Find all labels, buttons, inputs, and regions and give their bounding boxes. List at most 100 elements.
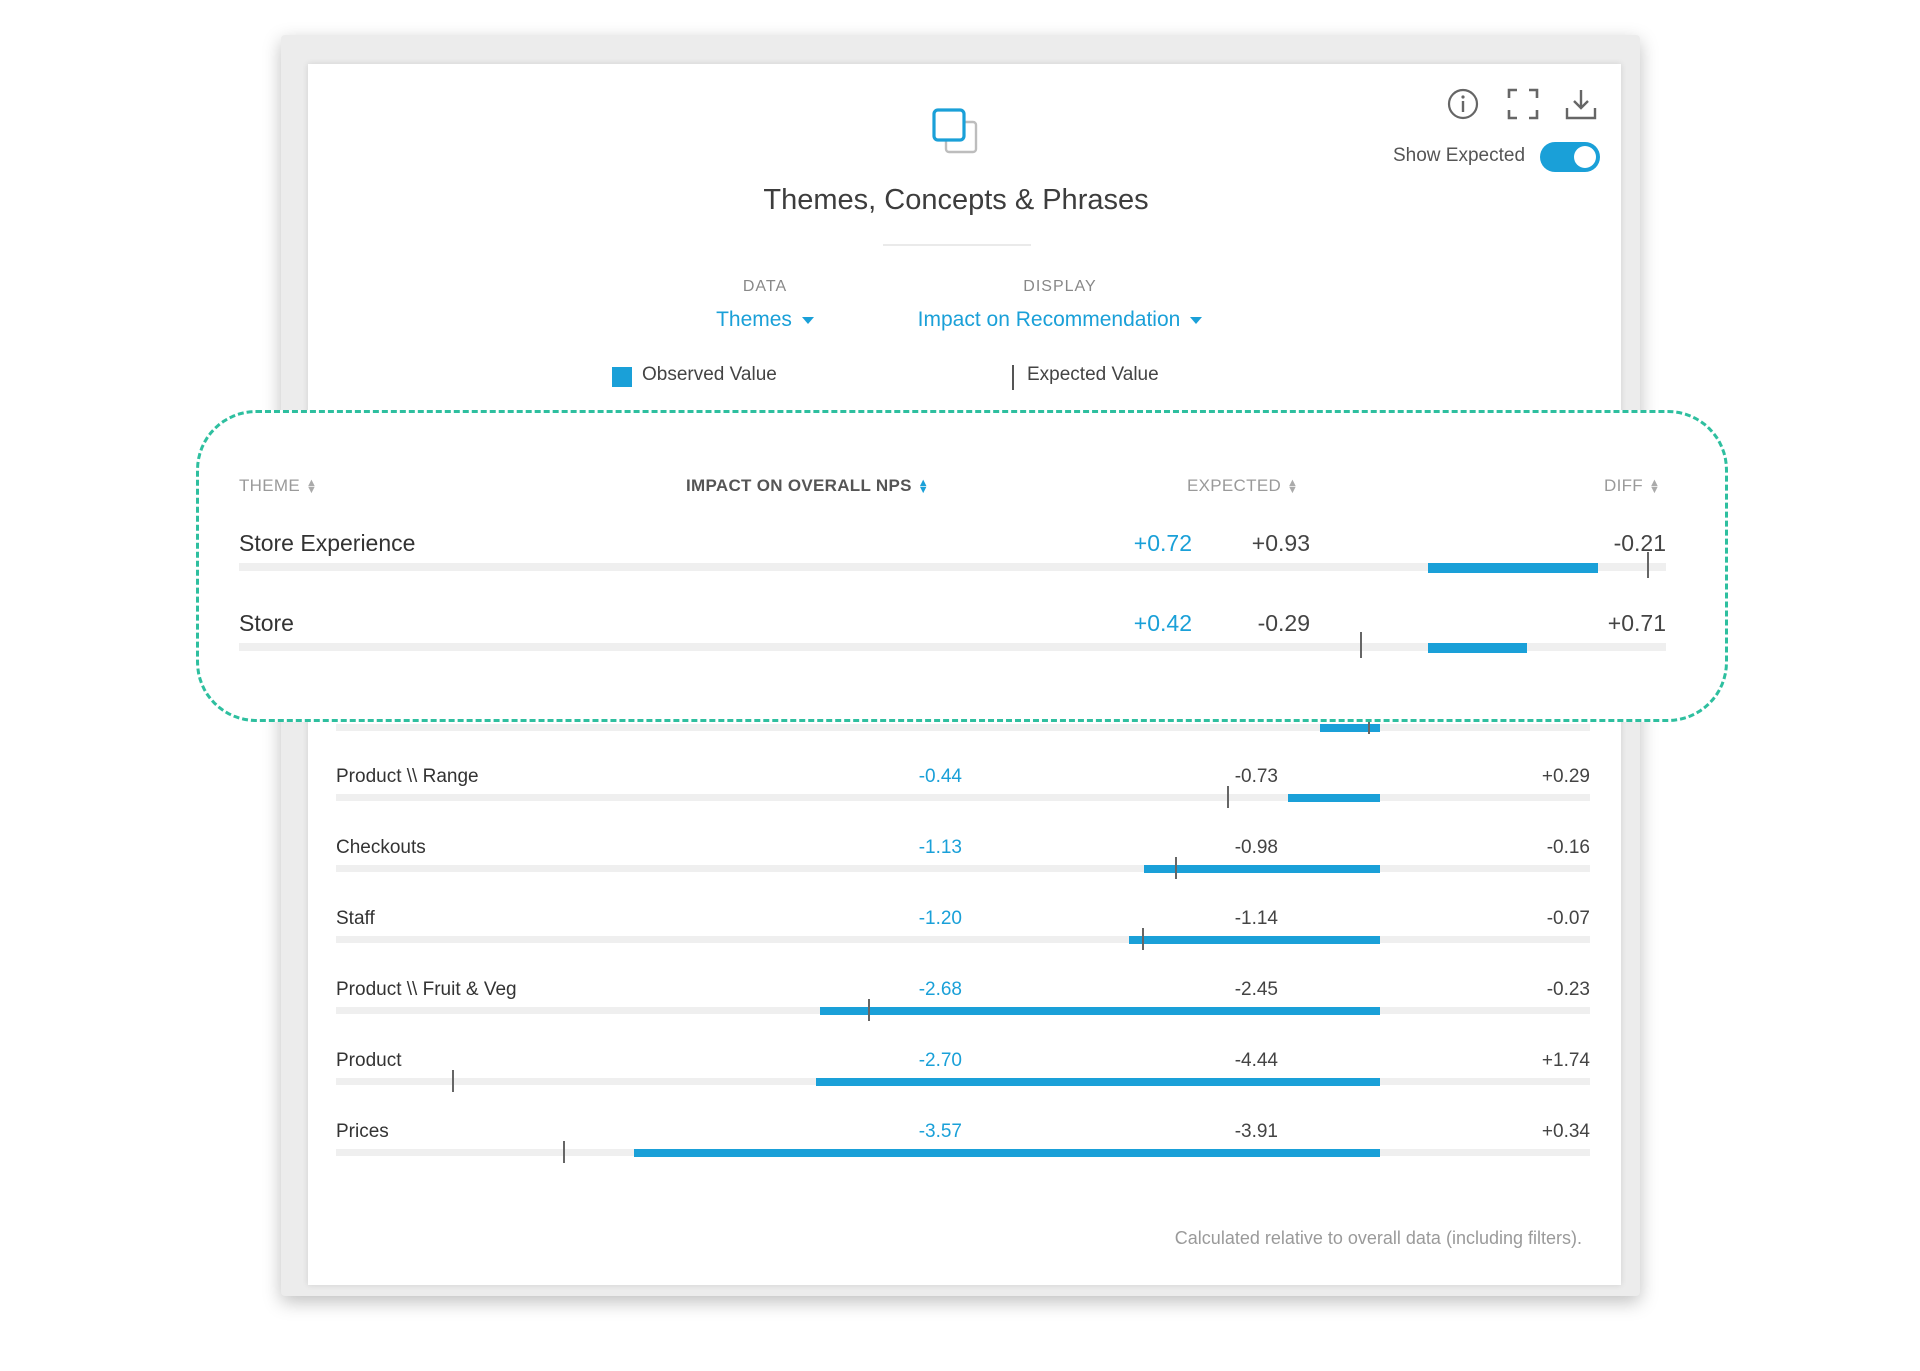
expected-tick — [562, 1141, 565, 1163]
row-impact: -2.70 — [918, 1050, 962, 1071]
row-name: Checkouts — [336, 837, 426, 858]
column-header-theme[interactable]: THEME ▲ ▼ — [239, 476, 317, 496]
row-diff: -0.07 — [1546, 908, 1590, 929]
row-name: Product — [336, 1050, 402, 1071]
expected-tick-icon — [1012, 365, 1014, 390]
expected-tick — [867, 999, 870, 1021]
observed-bar — [1320, 724, 1380, 732]
download-icon[interactable] — [1563, 86, 1599, 122]
row-expected: -0.73 — [1234, 766, 1278, 787]
row-expected: -3.91 — [1234, 1121, 1278, 1142]
row-impact: +0.72 — [1133, 530, 1192, 556]
column-header-expected[interactable]: EXPECTED ▲ ▼ — [1187, 476, 1298, 496]
table-row: Product \\ Range -0.44 -0.73 +0.29 — [336, 766, 1590, 808]
observed-bar — [1129, 936, 1380, 944]
row-track — [336, 724, 1590, 731]
table-row: Prices -3.57 -3.91 +0.34 — [336, 1121, 1590, 1163]
row-expected: +0.93 — [1251, 530, 1310, 556]
observed-bar — [1143, 865, 1380, 873]
observed-bar — [633, 1149, 1380, 1157]
observed-swatch-icon — [612, 367, 632, 387]
panel-toolbar — [1445, 86, 1605, 126]
row-diff: -0.16 — [1546, 837, 1590, 858]
page-title: Themes, Concepts & Phrases — [763, 184, 1149, 216]
column-header-impact[interactable]: IMPACT ON OVERALL NPS ▲ ▼ — [686, 476, 929, 496]
row-impact: -1.20 — [918, 908, 962, 929]
row-track — [336, 794, 1590, 801]
legend-observed: Observed Value — [612, 364, 777, 390]
expected-tick — [1141, 928, 1144, 950]
legend-observed-label: Observed Value — [642, 364, 777, 385]
row-expected: -1.14 — [1234, 908, 1278, 929]
observed-bar — [815, 1078, 1380, 1086]
toggle-knob — [1574, 146, 1596, 168]
row-diff: +1.74 — [1541, 1050, 1590, 1071]
row-diff: +0.34 — [1541, 1121, 1590, 1142]
legend-expected: Expected Value — [1012, 364, 1159, 390]
expected-tick — [452, 1070, 455, 1092]
row-diff: -0.21 — [1613, 530, 1666, 556]
legend-expected-label: Expected Value — [1027, 364, 1159, 385]
row-impact: -0.44 — [918, 766, 962, 787]
row-name: Store — [239, 610, 294, 636]
table-row: Store Experience +0.72 +0.93 -0.21 — [239, 530, 1666, 582]
column-header-label: THEME — [239, 476, 300, 495]
chevron-down-icon — [1190, 316, 1203, 324]
row-track — [239, 563, 1666, 571]
row-track — [336, 865, 1590, 872]
table-row — [336, 720, 1590, 734]
row-expected: -4.44 — [1234, 1050, 1278, 1071]
show-expected-label: Show Expected — [1393, 145, 1526, 166]
expected-tick — [1647, 552, 1650, 578]
row-name: Prices — [336, 1121, 389, 1142]
column-header-label: EXPECTED — [1187, 476, 1282, 495]
row-name: Staff — [336, 908, 375, 929]
show-expected-toggle[interactable] — [1540, 142, 1600, 172]
expected-tick — [1227, 786, 1230, 808]
row-diff: +0.29 — [1541, 766, 1590, 787]
expected-tick — [1359, 632, 1362, 658]
row-name: Product \\ Fruit & Veg — [336, 979, 517, 1000]
observed-bar — [1428, 643, 1528, 653]
observed-bar — [1428, 563, 1598, 573]
row-diff: -0.23 — [1546, 979, 1590, 1000]
info-icon[interactable] — [1445, 86, 1481, 122]
data-caption: DATA — [742, 278, 788, 295]
data-dropdown[interactable]: Themes — [700, 308, 830, 332]
column-header-diff[interactable]: DIFF ▲ ▼ — [1604, 476, 1660, 496]
row-expected: -0.98 — [1234, 837, 1278, 858]
sort-icon: ▲ ▼ — [1287, 476, 1299, 496]
row-expected: -2.45 — [1234, 979, 1278, 1000]
table-row: Product \\ Fruit & Veg -2.68 -2.45 -0.23 — [336, 979, 1590, 1021]
display-caption: DISPLAY — [1023, 278, 1097, 295]
row-diff: +0.71 — [1607, 610, 1666, 636]
row-impact: -2.68 — [918, 979, 962, 1000]
data-selector: DATA Themes — [700, 278, 830, 332]
row-name: Product \\ Range — [336, 766, 479, 787]
table-row: Staff -1.20 -1.14 -0.07 — [336, 908, 1590, 950]
row-expected: -0.29 — [1257, 610, 1310, 636]
sort-icon: ▲ ▼ — [917, 476, 929, 496]
row-track — [336, 936, 1590, 943]
sort-icon: ▲ ▼ — [306, 476, 318, 496]
display-dropdown[interactable]: Impact on Recommendation — [900, 308, 1220, 332]
row-impact: +0.42 — [1133, 610, 1192, 636]
layers-icon — [930, 106, 982, 156]
sort-icon: ▲ ▼ — [1648, 476, 1661, 496]
chevron-down-icon — [801, 316, 814, 324]
title-divider — [883, 244, 1031, 246]
observed-bar — [1288, 794, 1380, 802]
display-selector: DISPLAY Impact on Recommendation — [900, 278, 1220, 332]
column-header-label: IMPACT ON OVERALL NPS — [686, 476, 912, 495]
display-dropdown-value: Impact on Recommendation — [917, 308, 1181, 331]
table-row: Product -2.70 -4.44 +1.74 — [336, 1050, 1590, 1092]
table-row: Store +0.42 -0.29 +0.71 — [239, 610, 1666, 662]
column-header-label: DIFF — [1604, 476, 1643, 495]
expected-tick — [1175, 857, 1178, 879]
observed-bar — [819, 1007, 1380, 1015]
row-impact: -1.13 — [918, 837, 962, 858]
row-track — [239, 643, 1666, 651]
show-expected-control: Show Expected — [1393, 140, 1601, 174]
table-row: Checkouts -1.13 -0.98 -0.16 — [336, 837, 1590, 879]
fullscreen-icon[interactable] — [1505, 86, 1541, 122]
